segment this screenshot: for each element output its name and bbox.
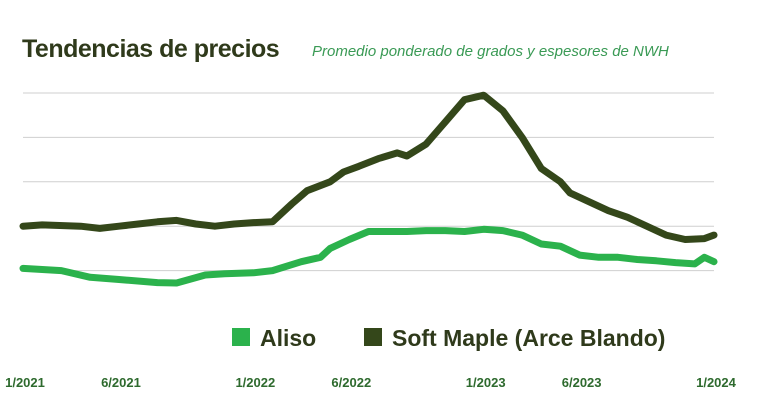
x-tick-label: 1/2023 (466, 375, 506, 390)
chart-subtitle: Promedio ponderado de grados y espesores… (312, 43, 669, 60)
series-lines (19, 91, 718, 287)
legend-label-aliso: Aliso (260, 325, 316, 351)
chart-title: Tendencias de precios (22, 35, 279, 63)
legend: Aliso Soft Maple (Arce Blando) (232, 325, 665, 351)
legend-swatch-aliso (232, 328, 250, 346)
series-line-soft-maple (19, 91, 718, 243)
x-tick-label: 6/2021 (101, 375, 141, 390)
legend-label-soft-maple: Soft Maple (Arce Blando) (392, 325, 665, 351)
x-axis-ticks: 1/2021 6/2021 1/2022 6/2022 1/2023 6/2023 1/20… (5, 375, 737, 390)
series-line-aliso (19, 225, 718, 287)
legend-swatch-soft-maple (364, 328, 382, 346)
x-tick-label: 6/2022 (331, 375, 371, 390)
x-tick-label: 1/2021 (5, 375, 45, 390)
x-tick-label: 6/2023 (562, 375, 602, 390)
x-tick-label: 1/2024 (696, 375, 737, 390)
gridlines (23, 92, 714, 272)
x-tick-label: 1/2022 (235, 375, 275, 390)
